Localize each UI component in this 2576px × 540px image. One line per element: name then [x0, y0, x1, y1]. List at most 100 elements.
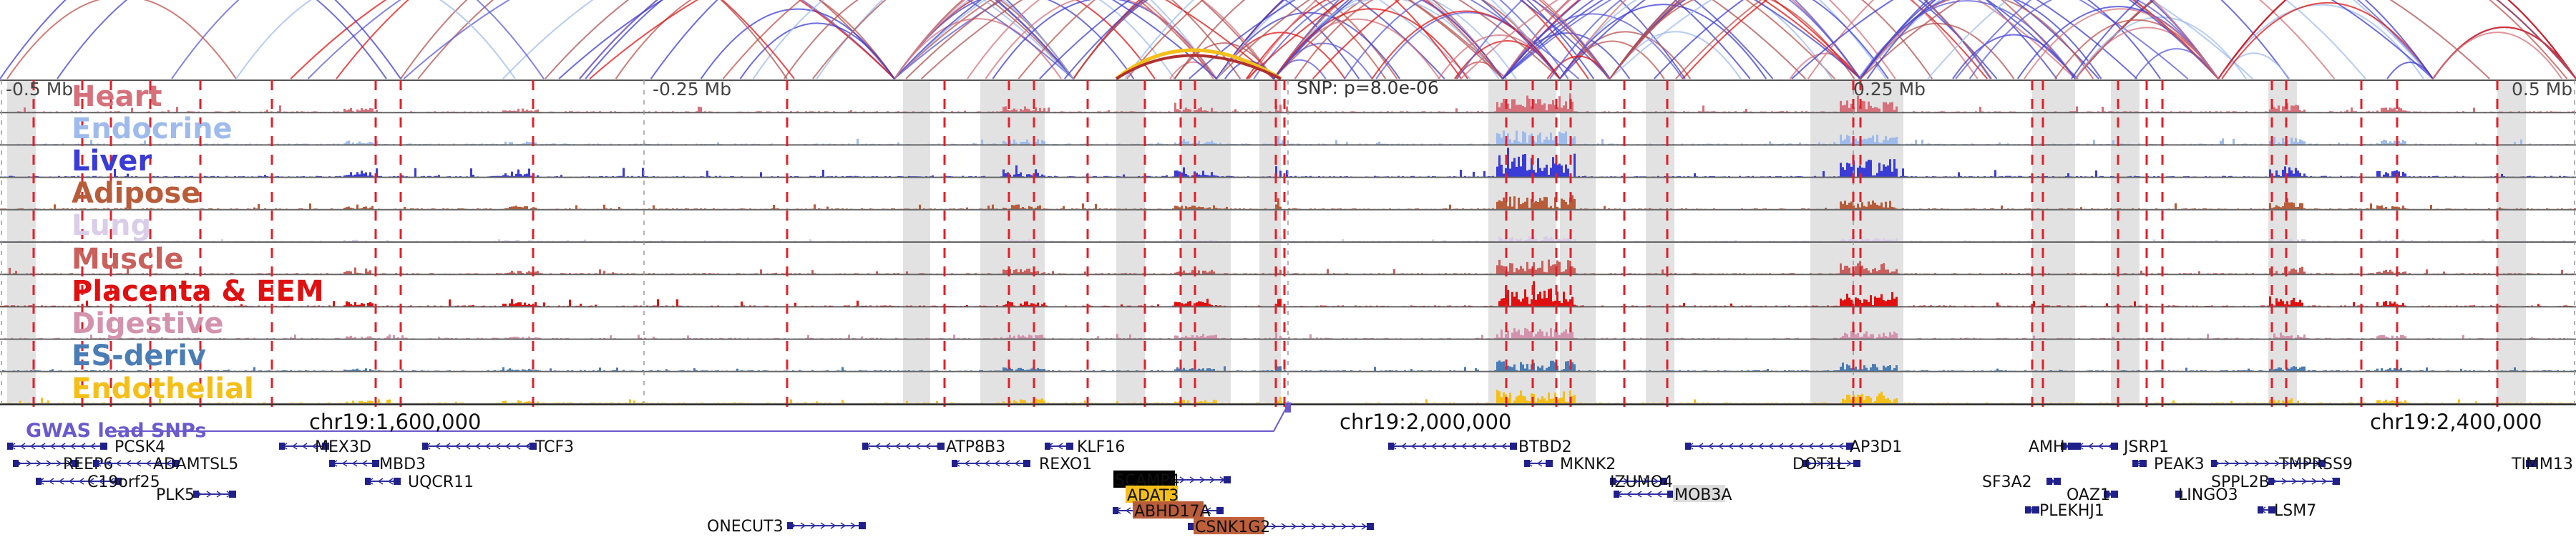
- gene-exon: [2104, 491, 2109, 498]
- gene-peak3[interactable]: PEAK3: [2132, 455, 2205, 473]
- gene-exon: [2111, 491, 2118, 498]
- strand-arrow: [155, 460, 162, 467]
- gene-exon: [229, 491, 236, 498]
- interaction-arc: [2218, 4, 2424, 79]
- gene-mknk2[interactable]: MKNK2: [1524, 455, 1616, 473]
- gene-reep6[interactable]: REEP6: [13, 455, 113, 473]
- gene-exon: [2318, 460, 2326, 467]
- strand-arrow: [29, 443, 36, 450]
- strand-arrow: [1697, 443, 1704, 450]
- gene-mbd3[interactable]: MBD3: [329, 455, 426, 473]
- strand-arrow: [914, 443, 921, 450]
- strand-arrow: [377, 478, 384, 485]
- interaction-arc: [1609, 0, 1855, 79]
- gene-sf3a2[interactable]: SF3A2: [1982, 473, 2061, 491]
- gene-exon: [1846, 443, 1853, 450]
- strand-arrow: [2311, 478, 2318, 485]
- gene-btbd2[interactable]: BTBD2: [1388, 438, 1572, 456]
- interaction-arc: [2024, 8, 2219, 79]
- strand-arrow: [1797, 443, 1804, 450]
- strand-arrow: [1818, 443, 1824, 450]
- interaction-arc: [1675, 0, 2219, 79]
- strand-arrow: [108, 478, 114, 485]
- track-label-muscle: Muscle: [72, 243, 184, 276]
- strand-arrow: [1361, 523, 1367, 530]
- gene-dot1l[interactable]: DOT1L: [1792, 455, 1860, 473]
- strand-arrow: [26, 460, 32, 467]
- gene-mob3a[interactable]: MOB3A: [1614, 485, 1732, 504]
- gene-label: OAZ1: [2067, 486, 2110, 504]
- interaction-arc: [1502, 0, 2189, 79]
- track-signal: [0, 327, 2576, 339]
- gene-plekhj1[interactable]: PLEKHJ1: [2025, 502, 2104, 520]
- gene-exon: [1667, 491, 1674, 498]
- strand-arrow: [78, 478, 84, 485]
- gene-izumo4[interactable]: IZUMO4: [1610, 473, 1673, 491]
- gene-jsrp1[interactable]: JSRP1: [2075, 438, 2169, 456]
- gene-abhd17a[interactable]: ABHD17A: [1113, 501, 1224, 521]
- gene-onecut3[interactable]: ONECUT3: [707, 518, 866, 536]
- strand-arrow: [39, 443, 46, 450]
- gene-csnk1g2[interactable]: CSNK1G2: [1188, 517, 1374, 536]
- track-label-es-deriv: ES-deriv: [72, 339, 207, 372]
- gene-uqcr11[interactable]: UQCR11: [365, 473, 474, 491]
- track-adipose: [0, 195, 2576, 211]
- interaction-arc: [1124, 0, 1561, 79]
- gene-lingo3[interactable]: LINGO3: [2175, 486, 2238, 504]
- interaction-arc: [1559, 4, 1767, 79]
- strand-arrow: [1014, 460, 1020, 467]
- strand-arrow: [115, 460, 122, 467]
- interaction-arc: [502, 0, 1074, 79]
- gene-label: JSRP1: [2122, 438, 2169, 456]
- strand-arrow: [1460, 443, 1467, 450]
- gene-lsm7[interactable]: LSM7: [2258, 502, 2316, 520]
- gene-label: ATP8B3: [946, 438, 1005, 456]
- gene-sppl2b[interactable]: SPPL2B: [2211, 473, 2340, 491]
- interaction-arc: [1955, 0, 2434, 79]
- interaction-arc: [1502, 0, 1896, 79]
- strand-arrow: [165, 460, 172, 467]
- strand-arrow: [1757, 443, 1764, 450]
- gene-adamtsl5[interactable]: ADAMTSL5: [93, 455, 238, 473]
- gene-exon: [100, 443, 107, 450]
- gene-exon: [372, 460, 379, 467]
- strand-arrow: [474, 443, 481, 450]
- interaction-arc: [894, 18, 1062, 79]
- strand-arrow: [79, 443, 86, 450]
- interaction-arc: [1073, 0, 1387, 79]
- gene-timm13[interactable]: TIMM13: [2511, 455, 2573, 473]
- gene-mex3d[interactable]: MEX3D: [279, 438, 371, 456]
- strand-arrow: [1440, 443, 1447, 450]
- gene-exon: [2211, 460, 2217, 467]
- gene-label: MKNK2: [1560, 455, 1616, 473]
- interaction-arc: [1248, 0, 1611, 79]
- strand-arrow: [1727, 443, 1734, 450]
- scale-label-mid-right: 0.25 Mb: [1853, 79, 1926, 100]
- strand-arrow: [1209, 476, 1216, 483]
- strand-arrow: [924, 443, 931, 450]
- gene-label: SF3A2: [1982, 473, 2032, 491]
- gene-atp8b3[interactable]: ATP8B3: [862, 438, 1005, 456]
- gene-tmprss9[interactable]: TMPRSS9: [2211, 455, 2353, 473]
- gene-c19orf25[interactable]: C19orf25: [36, 473, 160, 491]
- gene-tcf3[interactable]: TCF3: [422, 438, 574, 456]
- strand-arrow: [1816, 460, 1823, 467]
- strand-arrow: [387, 478, 394, 485]
- strand-arrow: [1430, 443, 1437, 450]
- track-signal: [0, 195, 2576, 210]
- interaction-arc: [1609, 0, 2076, 79]
- gene-plk5[interactable]: PLK5: [156, 486, 236, 504]
- strand-arrow: [49, 443, 56, 450]
- interaction-arc: [1549, 0, 1861, 79]
- track-label-adipose: Adipose: [72, 177, 201, 210]
- gene-amh[interactable]: AMH: [2029, 438, 2075, 456]
- gene-ap3d1[interactable]: AP3D1: [1685, 438, 1902, 456]
- gene-pcsk4[interactable]: PCSK4: [7, 438, 165, 456]
- gene-rexo1[interactable]: REXO1: [952, 455, 1092, 473]
- interaction-arc: [1927, 0, 2434, 79]
- gene-klf16[interactable]: KLF16: [1045, 438, 1125, 456]
- gene-oaz1[interactable]: OAZ1: [2067, 486, 2118, 504]
- interaction-arc: [2134, 48, 2219, 79]
- strand-arrow: [904, 443, 911, 450]
